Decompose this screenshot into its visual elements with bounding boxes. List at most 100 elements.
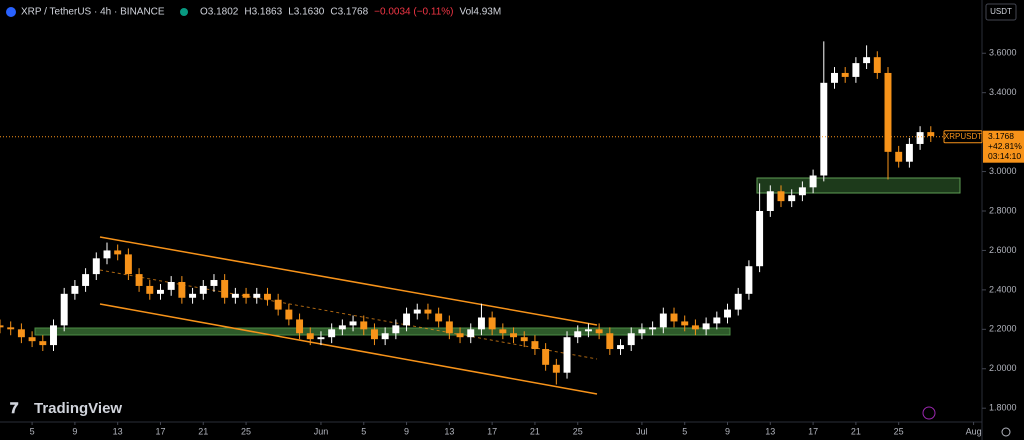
candle-body: [702, 323, 710, 330]
x-tick-label: Jul: [636, 426, 648, 436]
candle-body: [178, 281, 186, 298]
x-tick-label: 17: [487, 426, 497, 436]
ohlc-value: H3.1863: [244, 7, 282, 18]
candle-body: [167, 281, 175, 290]
candle-body: [905, 143, 913, 162]
countdown-label: 03:14:10: [988, 151, 1021, 161]
candle-body: [253, 293, 261, 298]
x-tick-label: 21: [530, 426, 540, 436]
candle-body: [274, 299, 282, 310]
y-tick-label: 3.4000: [989, 87, 1017, 97]
candle-body: [392, 325, 400, 334]
x-tick-label: 9: [725, 426, 730, 436]
candle-body: [488, 317, 496, 330]
candle-body: [82, 274, 90, 286]
ohlc-value: C3.1768: [330, 7, 368, 18]
x-tick-label: 9: [404, 426, 409, 436]
candle-body: [659, 313, 667, 328]
x-tick-label: 21: [198, 426, 208, 436]
currency: USDT: [990, 7, 1012, 16]
candle-body: [456, 333, 464, 338]
x-tick-label: 25: [894, 426, 904, 436]
candle-body: [124, 254, 132, 275]
price-box: [983, 130, 1024, 163]
y-tick-label: 2.8000: [989, 205, 1017, 215]
x-tick-label: 21: [851, 426, 861, 436]
candle-body: [317, 337, 325, 340]
x-tick-label: 5: [682, 426, 687, 436]
candle-body: [820, 82, 828, 176]
candle-body: [627, 333, 635, 346]
candle-body: [531, 341, 539, 350]
candle-body: [681, 321, 689, 326]
candle-body: [360, 321, 368, 330]
candle-body: [777, 191, 785, 202]
candle-body: [756, 211, 764, 267]
candle-body: [863, 57, 871, 64]
candle-body: [552, 364, 560, 373]
ticker-box: [943, 130, 983, 144]
ohlc-value: −0.0034 (−0.11%): [374, 7, 453, 18]
brand-logo: 𝟕: [10, 400, 19, 417]
ohlc-value: L3.1630: [288, 7, 325, 18]
candle-body: [349, 321, 357, 326]
candle-body: [135, 274, 143, 286]
candle-body: [574, 331, 582, 338]
candle-body: [584, 329, 592, 332]
ohlc-legend: O3.1802 H3.1863 L3.1630 C3.1768 −0.0034 (−0.…: [200, 7, 501, 18]
candle-body: [734, 293, 742, 310]
candle-body: [884, 72, 892, 152]
candle-body: [306, 333, 314, 340]
candle-body: [28, 337, 36, 342]
x-tick-label: 9: [72, 426, 77, 436]
candle-body: [338, 325, 346, 330]
y-tick-label: 3.0000: [989, 166, 1017, 176]
x-tick-label: Aug: [966, 426, 982, 436]
y-tick-label: 2.6000: [989, 245, 1017, 255]
candle-body: [617, 345, 625, 350]
candle-body: [724, 309, 731, 318]
candle-body: [895, 151, 903, 162]
candle-body: [50, 325, 57, 346]
change-label: +42.81%: [988, 141, 1022, 151]
candle-body: [788, 195, 796, 202]
candle-body: [403, 313, 411, 326]
candle-body: [210, 280, 218, 286]
currency-button[interactable]: [985, 3, 1017, 21]
candle-body: [916, 132, 924, 144]
y-tick-label: 2.0000: [989, 363, 1017, 373]
alert-icon[interactable]: [922, 406, 936, 420]
candle-body: [927, 132, 935, 137]
candle-body: [766, 191, 774, 211]
candle-body: [381, 333, 389, 340]
candle-body: [638, 329, 646, 334]
settings-icon[interactable]: [1001, 427, 1011, 437]
channel-upper: [99, 236, 598, 326]
candle-body: [231, 293, 239, 298]
ticker-label: XRPUSDT: [944, 132, 982, 141]
candle-body: [831, 72, 838, 83]
candle-body: [7, 327, 15, 330]
candle-body: [328, 329, 336, 338]
x-tick-label: 5: [30, 426, 35, 436]
x-tick-label: 17: [155, 426, 165, 436]
x-tick-label: 25: [573, 426, 583, 436]
candle-body: [263, 293, 271, 300]
candle-body: [39, 341, 47, 346]
ohlc-value: Vol4.93M: [459, 7, 501, 18]
ohlc-value: O3.1802: [200, 7, 239, 18]
candle-body: [92, 258, 100, 275]
candle-body: [841, 72, 849, 77]
candle-body: [445, 321, 453, 334]
candle-body: [798, 187, 806, 196]
candle-body: [285, 309, 293, 320]
candle-body: [670, 313, 678, 322]
x-tick-label: 17: [808, 426, 818, 436]
x-tick-label: 5: [361, 426, 366, 436]
candle-body: [852, 63, 860, 77]
y-tick-label: 2.4000: [989, 284, 1017, 294]
candle-body: [146, 285, 154, 294]
candle-body: [413, 309, 421, 314]
